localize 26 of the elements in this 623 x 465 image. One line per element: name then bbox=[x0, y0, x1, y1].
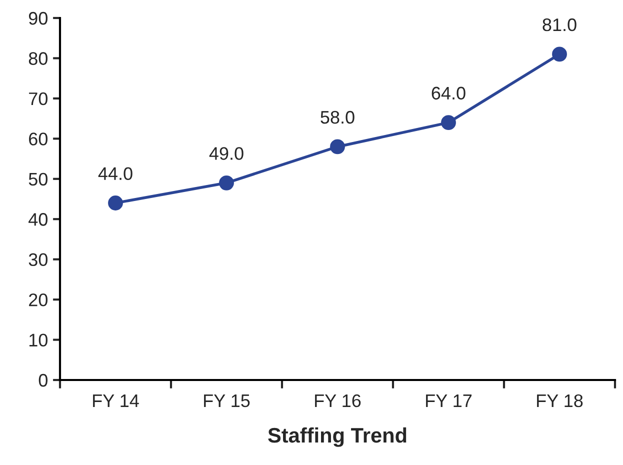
point bbox=[330, 139, 345, 154]
data-label: 81.0 bbox=[542, 18, 576, 32]
data-label: 64.0 bbox=[432, 86, 466, 100]
y-tick-label: 20 bbox=[29, 293, 48, 306]
x-tick-label: FY 18 bbox=[537, 394, 583, 408]
y-tick-label: 40 bbox=[28, 213, 48, 226]
x-axis-title: Staffing Trend bbox=[268, 427, 406, 447]
y-tick-label: 30 bbox=[28, 253, 48, 266]
y-tick-label: 70 bbox=[29, 92, 48, 106]
x-tick-label: FY 15 bbox=[204, 394, 250, 408]
data-label: 44.0 bbox=[98, 167, 132, 180]
y-tick-label: 80 bbox=[28, 52, 48, 65]
x-tick-label: FY 17 bbox=[426, 394, 472, 407]
x-tick-label: FY 16 bbox=[315, 394, 361, 408]
point bbox=[108, 196, 123, 210]
point bbox=[219, 175, 234, 190]
y-tick-label: 0 bbox=[38, 374, 48, 387]
point bbox=[441, 115, 456, 130]
x-tick-label: FY 14 bbox=[93, 394, 139, 407]
point bbox=[552, 46, 567, 62]
y-tick-label: 10 bbox=[29, 334, 48, 346]
data-label: 58.0 bbox=[320, 110, 354, 124]
data-label: 49.0 bbox=[209, 147, 244, 160]
y-tick-label: 50 bbox=[28, 172, 48, 186]
y-tick-label: 60 bbox=[29, 132, 48, 146]
y-tick-label: 90 bbox=[28, 12, 48, 25]
